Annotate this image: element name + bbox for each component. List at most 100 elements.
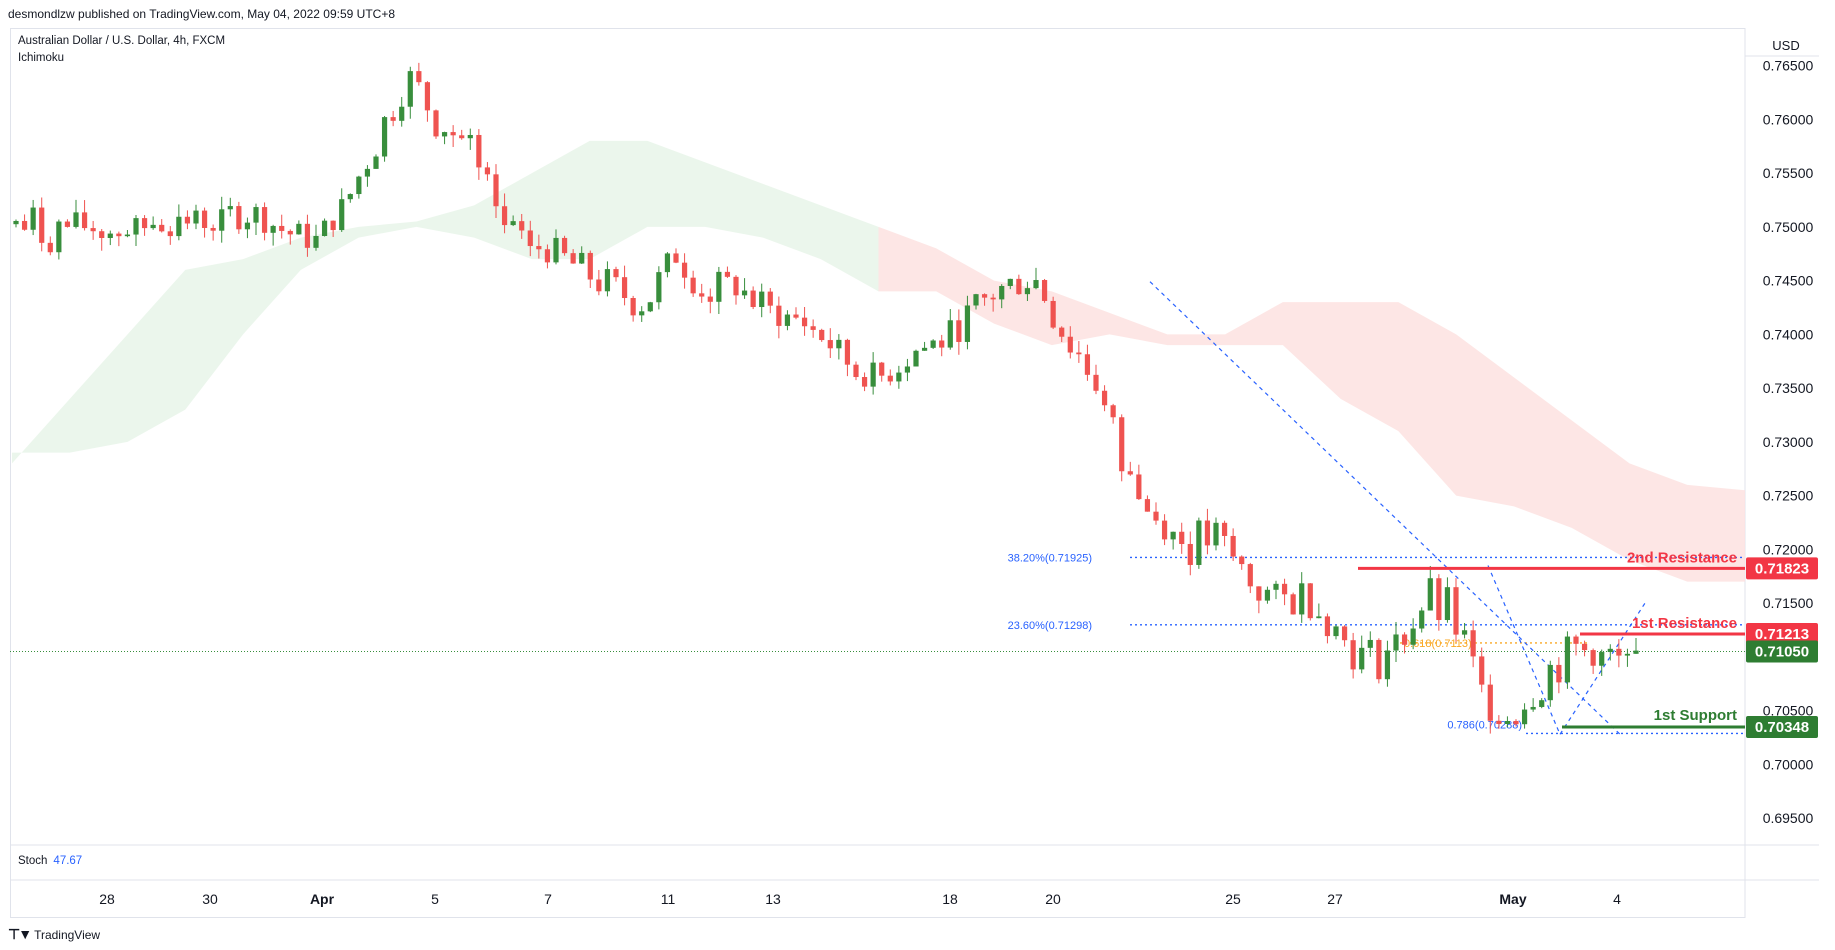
candle-down [519, 221, 525, 231]
candle-up [1547, 664, 1553, 701]
candle-down [1281, 583, 1288, 595]
candle-down [1616, 648, 1622, 656]
candle-down [1376, 639, 1382, 680]
time-tick-label: Apr [310, 891, 335, 907]
candle-down [184, 216, 191, 224]
candle-down [484, 167, 491, 175]
candle-up [364, 168, 371, 177]
candle-down [1573, 636, 1579, 644]
candle-up [1427, 578, 1433, 611]
candle-down [501, 206, 508, 226]
candle-down [261, 207, 268, 233]
publish-info: desmondlzw published on TradingView.com,… [8, 7, 396, 21]
candle-up [1333, 626, 1339, 637]
candle-up [150, 224, 156, 229]
fib-618-label: 0.618(0.7113) [1404, 638, 1472, 650]
candle-down [801, 317, 808, 327]
price-tick-label: 0.69500 [1763, 810, 1814, 826]
candle-down [21, 220, 28, 230]
candle-down [793, 314, 799, 318]
price-tick-label: 0.70000 [1763, 756, 1814, 772]
candle-down [1187, 543, 1193, 565]
price-tick-label: 0.72000 [1763, 541, 1814, 557]
candle-up [1384, 650, 1391, 680]
candle-down [990, 297, 996, 300]
candle-down [699, 293, 705, 297]
candle-down [99, 231, 105, 238]
candle-up [407, 71, 413, 107]
candle-up [1359, 647, 1365, 670]
candle-up [30, 207, 36, 230]
candle-down [776, 305, 782, 326]
time-tick-label: 20 [1045, 891, 1061, 907]
candle-up [467, 134, 473, 139]
stoch-legend: Stoch 47.67 [18, 855, 82, 867]
candle-up [759, 291, 765, 308]
candle-down [570, 253, 576, 264]
candle-down [1110, 405, 1116, 418]
candle-up [904, 366, 911, 373]
candle-up [999, 285, 1005, 300]
support-1-price: 0.70348 [1755, 719, 1809, 736]
candle-down [1496, 720, 1502, 725]
candle-down [116, 233, 122, 237]
candle-down [1487, 684, 1493, 721]
candle-up [716, 271, 722, 302]
candle-up [1410, 628, 1416, 645]
candle-up [604, 269, 611, 292]
candle-up [1624, 653, 1631, 656]
candle-up [947, 320, 953, 348]
candle-down [681, 262, 688, 278]
candle-down [1256, 586, 1262, 601]
candle-down [690, 277, 696, 294]
candle-down [544, 249, 551, 263]
fib-236-label: 23.60%(0.71298) [1008, 620, 1092, 632]
candle-down [767, 291, 773, 306]
candle-down [939, 340, 945, 348]
candle-down [1084, 354, 1091, 375]
candle-down [279, 225, 285, 231]
candle-down [827, 340, 833, 349]
footer[interactable]: ⊤▼ TradingView [8, 926, 100, 943]
price-tick-label: 0.76000 [1763, 111, 1814, 127]
candle-down [1453, 587, 1459, 635]
time-tick-label: 18 [942, 891, 958, 907]
candle-down [1221, 522, 1228, 536]
candle-up [1393, 634, 1399, 651]
candle-up [784, 314, 791, 326]
fib-786-label: 0.786(0.70288) [1447, 719, 1522, 731]
candle-down [1290, 594, 1296, 615]
support-1-price-badge [1746, 715, 1818, 738]
candle-up [133, 218, 139, 235]
candle-up [1213, 522, 1219, 546]
price-tick-label: 0.73000 [1763, 434, 1814, 450]
candle-down [1101, 390, 1108, 406]
candle-up [270, 225, 276, 233]
candle-up [339, 199, 345, 231]
candle-up [930, 340, 936, 348]
candle-down [141, 218, 148, 229]
candle-up [1607, 648, 1613, 653]
candle-down [287, 230, 293, 235]
candle-up [1170, 531, 1176, 540]
candle-down [201, 210, 208, 228]
fib-382-label: 38.20%(0.71925) [1008, 552, 1092, 564]
candle-down [64, 221, 71, 227]
candle-down [493, 174, 499, 207]
candle-down [707, 296, 713, 302]
candle-up [244, 222, 251, 230]
candle-down [630, 298, 636, 316]
candle-up [253, 207, 259, 223]
candle-up [176, 216, 182, 237]
candle-up [921, 347, 928, 351]
candle-down [810, 326, 816, 330]
fibonacci-lines: 38.20%(0.71925) 23.60%(0.71298) 0.618(0.… [1008, 281, 1745, 735]
candle-down [81, 212, 88, 229]
ichimoku-cloud-bullish [12, 140, 879, 464]
candle-down [1556, 664, 1562, 683]
candle-up [1316, 616, 1322, 619]
candle-down [1513, 720, 1519, 725]
candle-up [193, 210, 199, 224]
price-tick-label: 0.76500 [1763, 58, 1814, 74]
